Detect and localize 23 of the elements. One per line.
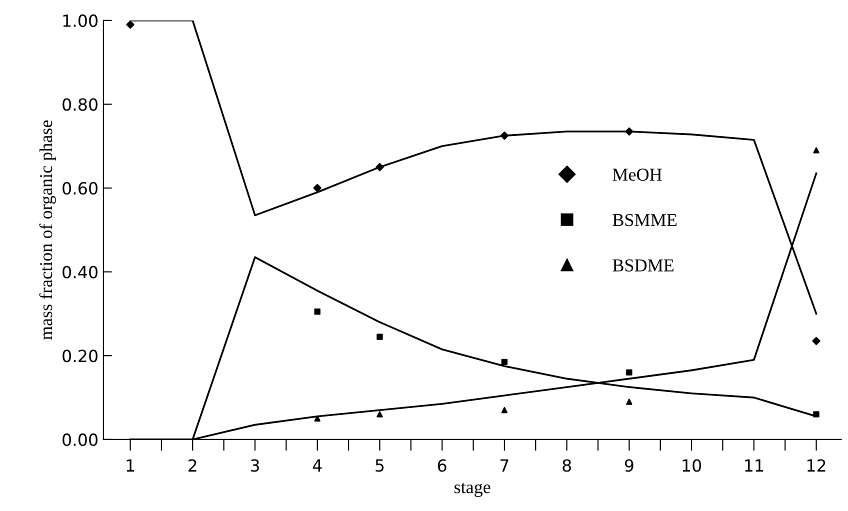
x-tick-label: 9 <box>624 459 634 472</box>
x-tick-label: 1 <box>126 459 134 472</box>
y-axis-title: mass fraction of organic phase <box>39 120 56 340</box>
x-tick-label: 12 <box>807 459 826 472</box>
x-axis-title: stage <box>454 482 490 497</box>
y-tick-label: 0.40 <box>62 266 98 278</box>
x-tick-label: 8 <box>562 459 571 472</box>
legend-label: BSMME <box>612 214 677 226</box>
x-tick-label: 7 <box>500 459 508 472</box>
y-tick-label: 0.20 <box>62 350 98 362</box>
x-tick-label: 2 <box>188 459 196 472</box>
x-tick-label: 5 <box>376 459 384 472</box>
y-tick-label: 0.80 <box>62 98 98 111</box>
x-tick-label: 6 <box>438 459 446 472</box>
y-tick-label: 0.00 <box>62 433 98 446</box>
y-tick-label: 1.00 <box>63 14 98 28</box>
y-tick-label: 0.60 <box>62 182 98 195</box>
x-tick-label: 11 <box>745 459 763 472</box>
legend-label: BSDME <box>612 259 674 272</box>
legend-label: MeOH <box>612 168 662 181</box>
x-tick-label: 4 <box>312 459 322 472</box>
x-tick-label: 10 <box>682 459 702 472</box>
x-tick-label: 3 <box>250 459 259 472</box>
